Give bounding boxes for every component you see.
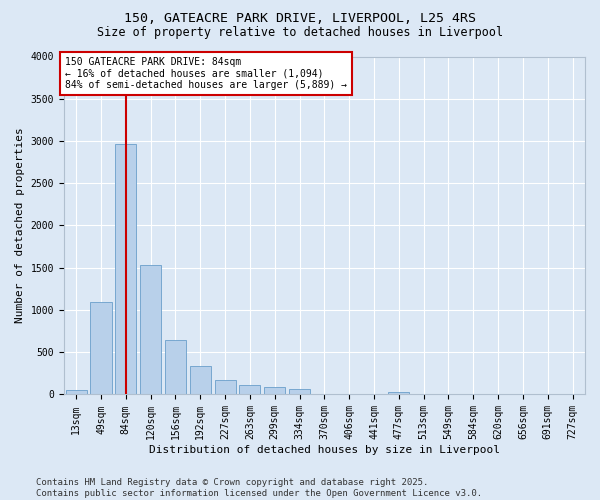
X-axis label: Distribution of detached houses by size in Liverpool: Distribution of detached houses by size …	[149, 445, 500, 455]
Bar	[388, 392, 409, 394]
Text: Contains HM Land Registry data © Crown copyright and database right 2025.
Contai: Contains HM Land Registry data © Crown c…	[36, 478, 482, 498]
Bar	[289, 389, 310, 394]
Text: Size of property relative to detached houses in Liverpool: Size of property relative to detached ho…	[97, 26, 503, 39]
Bar	[264, 387, 285, 394]
Bar	[91, 302, 112, 394]
Bar	[190, 366, 211, 394]
Text: 150 GATEACRE PARK DRIVE: 84sqm
← 16% of detached houses are smaller (1,094)
84% : 150 GATEACRE PARK DRIVE: 84sqm ← 16% of …	[65, 57, 347, 90]
Bar	[115, 144, 136, 394]
Text: 150, GATEACRE PARK DRIVE, LIVERPOOL, L25 4RS: 150, GATEACRE PARK DRIVE, LIVERPOOL, L25…	[124, 12, 476, 26]
Bar	[165, 340, 186, 394]
Bar	[239, 385, 260, 394]
Bar	[65, 390, 87, 394]
Bar	[140, 265, 161, 394]
Y-axis label: Number of detached properties: Number of detached properties	[15, 128, 25, 324]
Bar	[215, 380, 236, 394]
